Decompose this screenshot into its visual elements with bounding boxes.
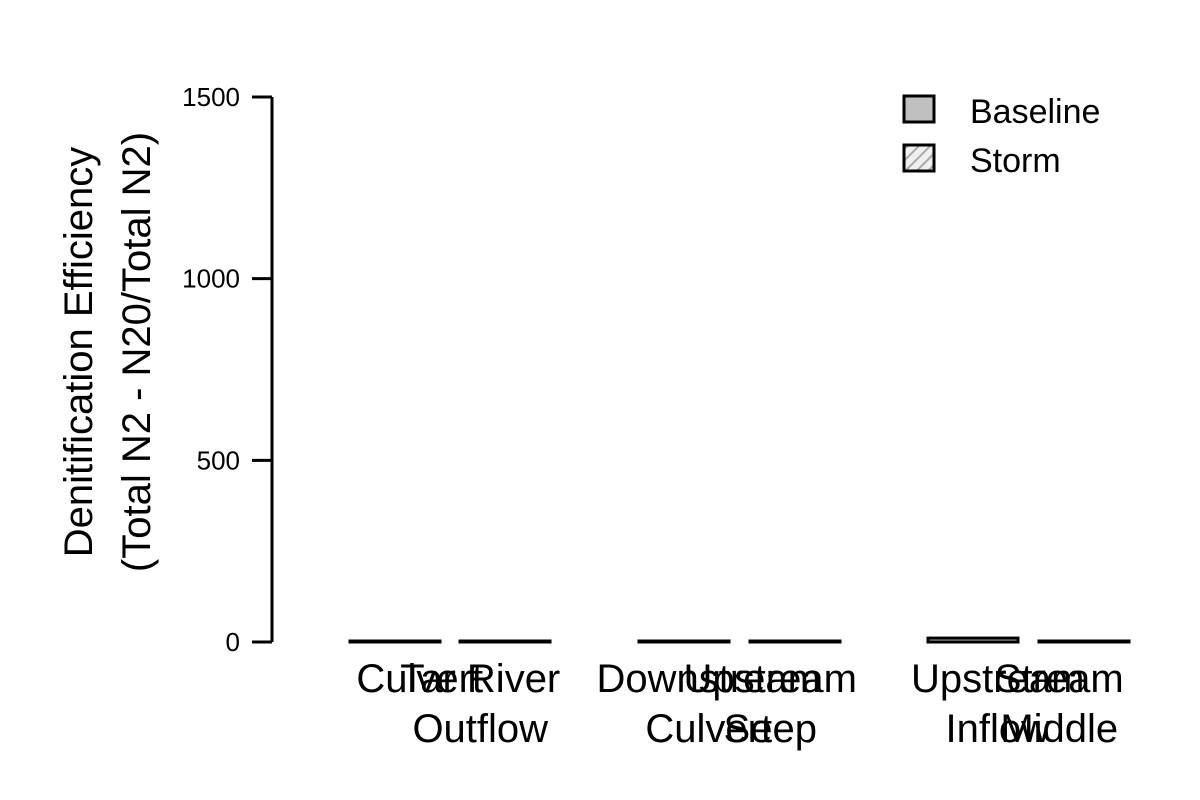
legend-label-baseline: Baseline <box>970 93 1100 131</box>
category-label: Tar River <box>400 657 560 701</box>
y-axis-ticks: 0 500 1000 1500 <box>182 82 272 657</box>
bar <box>637 639 731 644</box>
y-tick-label: 1500 <box>182 82 240 112</box>
category-label: Culvert <box>645 707 772 751</box>
bar <box>1037 639 1131 644</box>
category-label: Upstream <box>911 657 1084 701</box>
bar <box>348 639 442 644</box>
y-tick-label: 1000 <box>182 264 240 294</box>
y-tick-label: 0 <box>226 627 240 657</box>
category-label: Stream <box>995 657 1124 701</box>
legend-swatch-storm <box>902 143 936 173</box>
category-label: Seep <box>724 707 817 751</box>
y-axis-title-line2: (Total N2 - N20/Total N2) <box>115 132 159 572</box>
category-label: Upstream <box>684 657 857 701</box>
legend: Baseline Storm <box>902 93 1100 180</box>
category-label: Middle <box>1000 707 1118 751</box>
y-axis-title-line1: Denitification Efficiency <box>57 147 101 558</box>
category-label: Downstream <box>596 657 821 701</box>
y-tick-label: 500 <box>197 445 240 475</box>
category-label: Culvert <box>356 657 483 701</box>
legend-swatch-baseline <box>902 94 936 124</box>
bars-group <box>348 636 1131 644</box>
bar <box>458 639 552 644</box>
category-label: Outflow <box>412 707 548 751</box>
bar <box>748 639 842 644</box>
legend-label-storm: Storm <box>970 142 1061 180</box>
bar <box>926 636 1020 644</box>
category-label: Inflow <box>946 707 1051 751</box>
